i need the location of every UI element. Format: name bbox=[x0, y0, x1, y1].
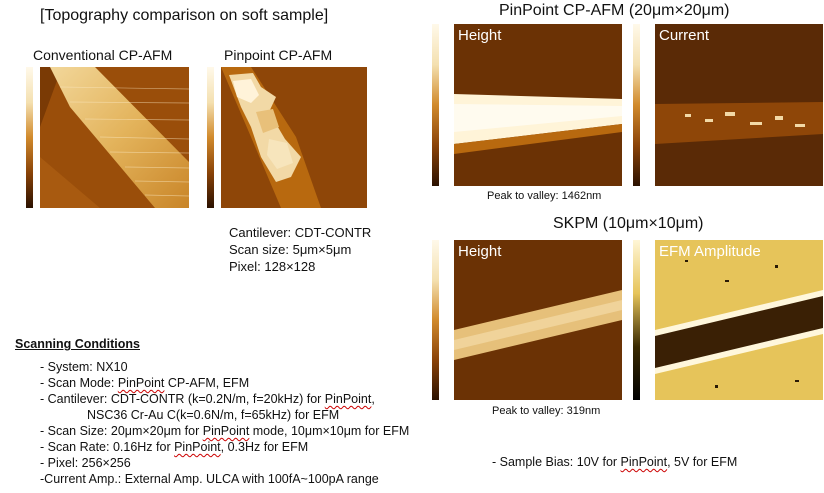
pinpoint-colorbar bbox=[207, 67, 214, 208]
condition-current-amp: -Current Amp.: External Amp. ULCA with 1… bbox=[40, 472, 379, 486]
conventional-afm-image bbox=[40, 67, 189, 208]
skpm-section-title: SKPM (10μm×10μm) bbox=[553, 215, 704, 232]
condition-system: - System: NX10 bbox=[40, 360, 128, 374]
cantilever-info-line3: Pixel: 128×128 bbox=[229, 259, 316, 274]
conventional-cp-afm-label: Conventional CP-AFM bbox=[33, 47, 173, 63]
current-colorbar bbox=[633, 24, 640, 186]
condition-cantilever: - Cantilever: CDT-CONTR (k=0.2N/m, f=20k… bbox=[40, 392, 375, 406]
efm-image: EFM Amplitude bbox=[655, 240, 823, 400]
height-top-colorbar bbox=[432, 24, 439, 186]
peak-to-valley-bottom: Peak to valley: 319nm bbox=[492, 405, 601, 417]
scanning-conditions-heading: Scanning Conditions bbox=[15, 337, 140, 351]
height-top-label: Height bbox=[458, 27, 502, 44]
height-bottom-colorbar bbox=[432, 240, 439, 400]
section-title-topography: [Topography comparison on soft sample] bbox=[40, 7, 329, 24]
efm-label: EFM Amplitude bbox=[659, 243, 761, 260]
conventional-colorbar bbox=[26, 67, 33, 208]
condition-scan-size: - Scan Size: 20μm×20μm for PinPoint mode… bbox=[40, 424, 410, 438]
cantilever-info-line1: Cantilever: CDT-CONTR bbox=[229, 225, 372, 240]
cantilever-info-line2: Scan size: 5μm×5μm bbox=[229, 242, 352, 257]
pinpoint-afm-image bbox=[221, 67, 367, 208]
condition-pixel: - Pixel: 256×256 bbox=[40, 456, 131, 470]
peak-to-valley-top: Peak to valley: 1462nm bbox=[487, 190, 602, 202]
condition-scan-mode: - Scan Mode: PinPoint CP-AFM, EFM bbox=[40, 376, 250, 390]
condition-cantilever-line2: NSC36 Cr-Au C(k=0.6N/m, f=65kHz) for EFM bbox=[87, 408, 340, 422]
current-image: Current bbox=[655, 24, 823, 186]
pinpoint-cp-afm-label: Pinpoint CP-AFM bbox=[224, 47, 333, 63]
height-bottom-image: Height bbox=[454, 240, 622, 400]
height-top-image: Height bbox=[454, 24, 622, 186]
height-bottom-label: Height bbox=[458, 243, 502, 260]
pinpoint-section-title: PinPoint CP-AFM (20μm×20μm) bbox=[499, 2, 730, 19]
efm-colorbar bbox=[633, 240, 640, 400]
sample-bias: - Sample Bias: 10V for PinPoint, 5V for … bbox=[492, 455, 738, 469]
current-label: Current bbox=[659, 27, 710, 44]
condition-scan-rate: - Scan Rate: 0.16Hz for PinPoint, 0.3Hz … bbox=[40, 440, 309, 454]
